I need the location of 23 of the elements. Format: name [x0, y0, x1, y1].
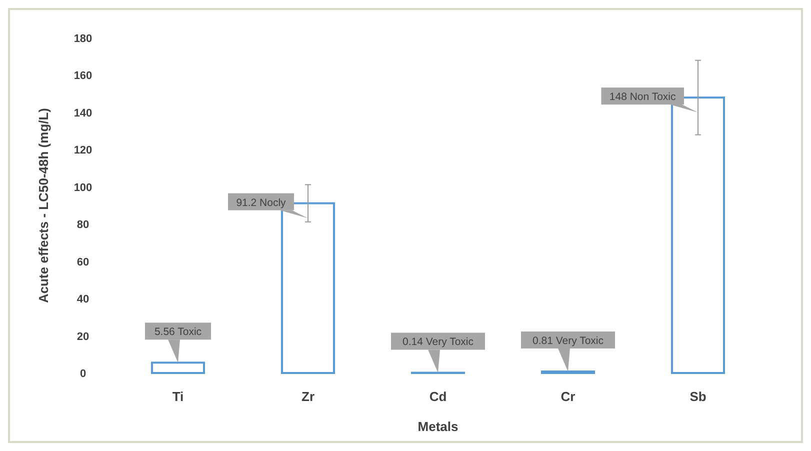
y-tick-label: 140	[74, 107, 92, 120]
data-label: 0.14 Very Toxic	[402, 336, 474, 348]
y-tick-label: 80	[76, 219, 90, 232]
x-tick-label: Cd	[429, 389, 447, 404]
x-axis-title: Metals	[418, 419, 458, 434]
y-tick-label: 120	[74, 144, 92, 157]
y-tick-label: 40	[76, 294, 90, 306]
y-tick-label: 100	[74, 182, 92, 194]
x-tick-label: Zr	[302, 389, 314, 404]
x-tick-label: Ti	[172, 389, 184, 404]
y-axis-title: Acute effects - LC50-48h (mg/L)	[36, 108, 51, 304]
y-tick-label: 60	[76, 256, 90, 268]
y-tick-label: 20	[76, 330, 90, 343]
data-label: 0.81 Very Toxic	[532, 334, 604, 347]
y-tick-label: 0	[80, 368, 86, 380]
data-label: 5.56 Toxic	[154, 326, 202, 338]
bar	[151, 362, 205, 374]
x-tick-label: Cr	[560, 389, 576, 404]
data-label: 148 Non Toxic	[609, 91, 676, 104]
y-tick-label: 180	[74, 33, 92, 45]
y-tick-label: 160	[74, 70, 92, 82]
data-label: 91.2 Nocly	[236, 196, 287, 209]
x-tick-label: Sb	[690, 389, 706, 404]
